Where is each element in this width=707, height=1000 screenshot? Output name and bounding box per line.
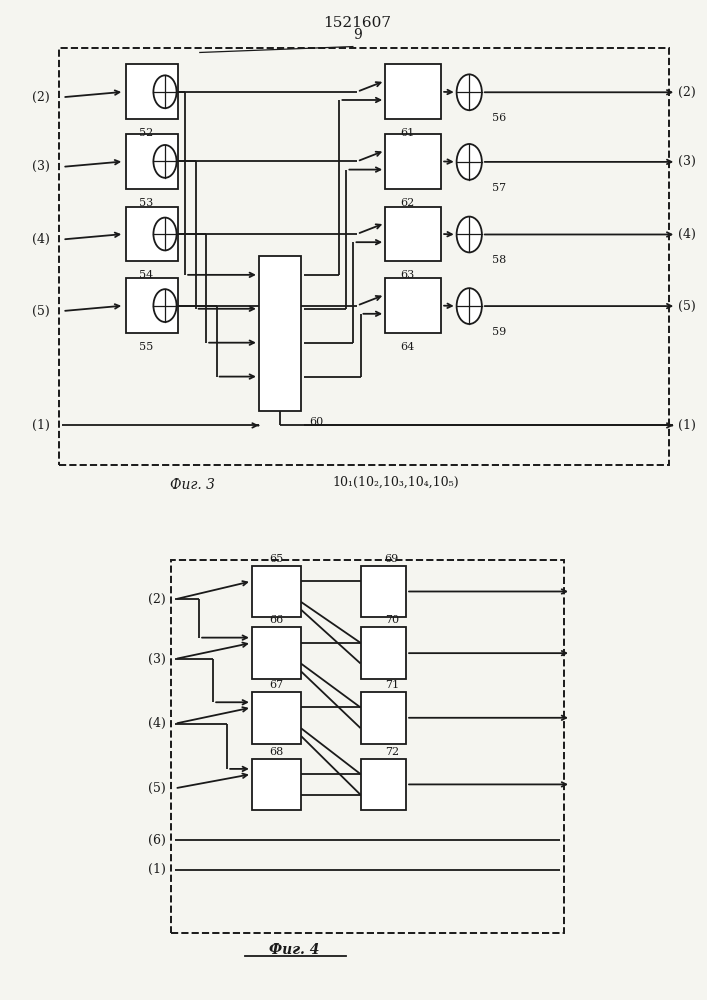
Text: 1521607: 1521607 <box>323 16 391 30</box>
Circle shape <box>153 145 177 178</box>
Circle shape <box>457 144 482 180</box>
Bar <box>385 64 441 119</box>
Text: 55: 55 <box>139 342 153 352</box>
Text: (1): (1) <box>148 863 166 876</box>
Text: (5): (5) <box>678 300 696 313</box>
Text: 61: 61 <box>400 128 414 138</box>
Text: 66: 66 <box>269 615 284 625</box>
Text: 68: 68 <box>269 747 284 757</box>
Bar <box>59 48 669 465</box>
Bar <box>252 566 301 617</box>
Circle shape <box>457 217 482 252</box>
Circle shape <box>457 288 482 324</box>
Bar <box>361 566 406 617</box>
Text: (3): (3) <box>33 160 50 173</box>
Bar <box>385 278 441 333</box>
Text: 60: 60 <box>309 417 324 427</box>
Text: 71: 71 <box>385 680 399 690</box>
Circle shape <box>457 74 482 110</box>
Text: 57: 57 <box>492 183 506 193</box>
Text: 54: 54 <box>139 270 153 280</box>
Bar <box>252 627 301 679</box>
Text: 67: 67 <box>269 680 284 690</box>
Bar <box>385 134 441 189</box>
Bar <box>259 256 301 410</box>
Text: 65: 65 <box>269 554 284 564</box>
Bar <box>126 278 178 333</box>
Text: (2): (2) <box>148 593 166 606</box>
Bar <box>126 64 178 119</box>
Bar <box>385 207 441 261</box>
Text: (2): (2) <box>678 86 696 99</box>
Text: (1): (1) <box>33 419 50 432</box>
Text: (1): (1) <box>678 419 696 432</box>
Circle shape <box>153 218 177 250</box>
Text: 69: 69 <box>385 554 399 564</box>
Bar <box>361 759 406 810</box>
Text: (4): (4) <box>148 717 166 730</box>
Bar <box>126 207 178 261</box>
Circle shape <box>153 75 177 108</box>
Text: 63: 63 <box>400 270 414 280</box>
Text: 59: 59 <box>492 327 507 337</box>
Circle shape <box>153 289 177 322</box>
Bar <box>361 692 406 744</box>
Bar <box>252 692 301 744</box>
Bar <box>126 134 178 189</box>
Text: 72: 72 <box>385 747 399 757</box>
Text: (4): (4) <box>678 228 696 241</box>
Bar <box>361 627 406 679</box>
Text: 56: 56 <box>492 113 507 123</box>
Text: 52: 52 <box>139 128 153 138</box>
Bar <box>171 560 564 933</box>
Text: (4): (4) <box>33 233 50 246</box>
Text: 58: 58 <box>492 255 507 265</box>
Text: 64: 64 <box>400 342 414 352</box>
Text: Фиг. 3: Фиг. 3 <box>170 478 215 492</box>
Text: (6): (6) <box>148 834 166 847</box>
Text: Фиг. 4: Фиг. 4 <box>269 943 319 957</box>
Text: 10₁(10₂,10₃,10₄,10₅): 10₁(10₂,10₃,10₄,10₅) <box>332 476 459 489</box>
Bar <box>252 759 301 810</box>
Text: 62: 62 <box>400 198 414 208</box>
Text: (2): (2) <box>33 91 50 104</box>
Text: (3): (3) <box>678 155 696 168</box>
Text: 53: 53 <box>139 198 153 208</box>
Text: (3): (3) <box>148 653 166 666</box>
Text: 70: 70 <box>385 615 399 625</box>
Text: (5): (5) <box>33 305 50 318</box>
Text: (5): (5) <box>148 782 166 795</box>
Text: 9: 9 <box>353 28 361 42</box>
